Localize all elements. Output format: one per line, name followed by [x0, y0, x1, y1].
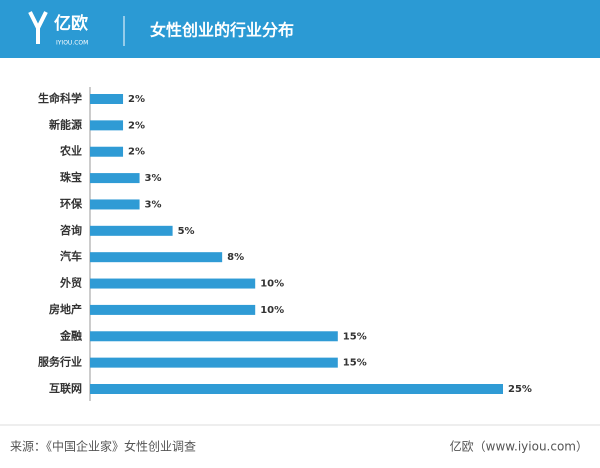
bar [90, 94, 124, 104]
y-tick-label: 咨询 [60, 223, 82, 237]
y-tick-label: 房地产 [49, 302, 82, 316]
y-tick-label: 互联网 [49, 381, 82, 395]
y-tick-label: 金融 [59, 328, 82, 342]
value-label: 10% [260, 305, 284, 316]
value-label: 10% [260, 279, 284, 290]
bar [90, 331, 338, 342]
bar [90, 252, 223, 263]
y-tick-label: 新能源 [49, 117, 82, 131]
value-label: 2% [128, 147, 145, 158]
value-label: 8% [227, 252, 244, 263]
logo: 亿欧 [54, 13, 88, 34]
y-tick-label: 汽车 [60, 249, 82, 263]
value-label: 5% [178, 226, 195, 237]
bar [90, 120, 124, 131]
logo-sub: IYIOU.COM [56, 40, 88, 47]
y-tick-label: 生命科学 [38, 91, 82, 105]
chart-title: 女性创业的行业分布 [150, 21, 294, 40]
bar [90, 199, 140, 210]
value-label: 25% [508, 384, 532, 395]
y-tick-label: 农业 [59, 144, 82, 158]
bar [90, 384, 503, 394]
bar [90, 225, 173, 236]
value-label: 3% [145, 199, 162, 210]
value-label: 3% [145, 173, 162, 184]
value-label: 2% [128, 94, 145, 105]
bar [90, 304, 256, 315]
bar [90, 278, 256, 289]
y-tick-label: 服务行业 [38, 355, 82, 369]
value-label: 2% [128, 120, 145, 131]
value-label: 15% [343, 358, 367, 369]
header-band [0, 0, 600, 58]
y-tick-label: 珠宝 [60, 170, 82, 184]
bar [90, 357, 338, 368]
footer-source: 来源：《中国企业家》女性创业调查 [10, 439, 196, 454]
value-label: 15% [343, 331, 367, 342]
logo-icon [28, 11, 48, 44]
y-tick-label: 环保 [60, 196, 83, 210]
bar [90, 173, 140, 184]
y-tick-label: 外贸 [59, 276, 82, 290]
bar [90, 146, 124, 157]
footer-credit: 亿欧（www.iyiou.com） [450, 439, 588, 454]
